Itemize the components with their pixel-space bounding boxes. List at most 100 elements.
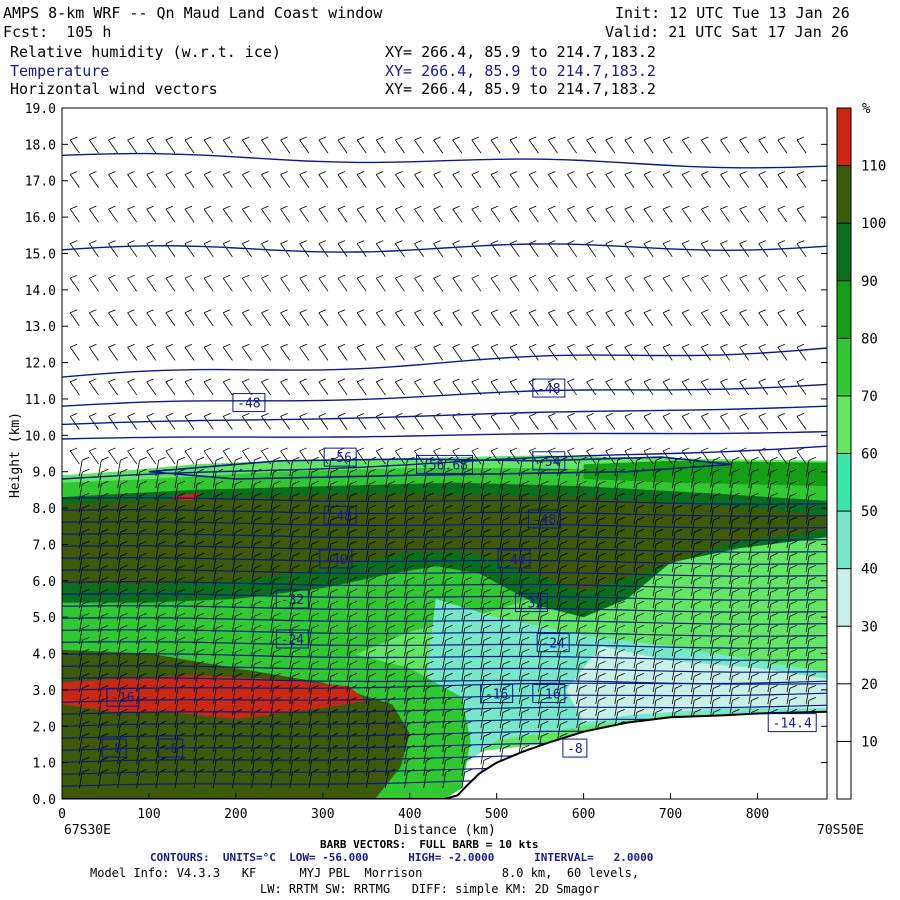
wind-barb [222, 240, 233, 257]
wind-barb [537, 720, 549, 741]
colorbar-unit: % [862, 101, 871, 117]
wind-barb-shaft [251, 640, 255, 657]
wind-barb-feather [464, 552, 472, 557]
wind-barb-feather [464, 756, 472, 761]
wind-barb-shaft [289, 616, 293, 633]
wind-barb-shaft [518, 652, 523, 669]
wind-barb-shaft [346, 760, 351, 777]
wind-barb-feather [770, 648, 778, 653]
wind-barb [337, 378, 348, 396]
wind-barb-shaft [576, 688, 580, 705]
wind-barb-shaft [289, 772, 293, 789]
temp-contour-line [62, 347, 827, 378]
wind-barb-shaft [127, 450, 138, 465]
wind-barb [528, 205, 539, 223]
wind-barb-shaft [222, 450, 233, 465]
wind-barb-feather [215, 636, 224, 641]
wind-barb [165, 205, 176, 223]
wind-barb-shaft [739, 312, 750, 327]
wind-barb-feather [165, 171, 173, 175]
wind-barb-shaft [69, 243, 80, 257]
wind-barb-feather [502, 624, 511, 629]
wind-barb-shaft [117, 700, 121, 717]
wind-barb-shaft [624, 243, 635, 257]
wind-barb-shaft [384, 604, 389, 621]
wind-barb [78, 540, 90, 561]
wind-barb [442, 588, 453, 609]
wind-barb-feather [82, 480, 90, 485]
wind-barb-shaft [509, 381, 520, 396]
wind-barb-feather [215, 480, 224, 485]
wind-barb [633, 528, 644, 549]
wind-barb-feather [318, 413, 326, 417]
wind-barb [231, 480, 243, 501]
wind-barb [69, 205, 80, 223]
wind-barb-feather [101, 528, 109, 533]
wind-barb [690, 600, 702, 621]
wind-barb-shaft [576, 556, 580, 573]
wind-barb-feather [598, 612, 606, 617]
wind-barb-shaft [404, 760, 408, 777]
wind-barb-feather [299, 240, 307, 245]
wind-barb-feather [235, 528, 243, 533]
wind-barb-shaft [662, 347, 673, 361]
wind-barb-shaft [442, 712, 446, 729]
wind-barb-feather [674, 564, 683, 569]
wind-barb-shaft [537, 664, 542, 681]
wind-barb-shaft [327, 676, 332, 693]
wind-barb-feather [521, 732, 530, 737]
wind-barb-feather [426, 552, 434, 557]
wind-barb-shaft [681, 347, 692, 361]
wind-barb-shaft [375, 208, 386, 223]
wind-barb-feather [694, 684, 702, 689]
wind-barb [548, 136, 558, 154]
wind-barb-shaft [127, 347, 138, 361]
wind-barb [433, 378, 444, 396]
wind-barb-shaft [327, 748, 332, 765]
wind-barb-shaft [165, 174, 176, 188]
wind-barb-feather [464, 768, 472, 773]
contour-label: -24 [281, 633, 305, 648]
wind-barb [690, 624, 702, 645]
wind-barb-shaft [98, 472, 102, 489]
wind-barb-shaft [404, 460, 408, 477]
wind-barb-shaft [414, 312, 424, 327]
wind-barb-feather [548, 309, 556, 314]
wind-barb-feather [158, 600, 166, 605]
wind-barb-feather [579, 600, 587, 605]
wind-barb-shaft [576, 604, 580, 621]
wind-barb-feather [89, 240, 97, 245]
wind-barb [710, 684, 721, 705]
wind-barb-shaft [270, 568, 274, 585]
wind-barb-feather [139, 648, 147, 653]
wind-barb-feather [655, 540, 664, 545]
wind-barb-feather [720, 274, 728, 279]
wind-barb-feather [541, 684, 549, 689]
wind-barb-shaft [193, 580, 198, 597]
wind-barb-shaft [595, 652, 599, 669]
wind-barb-shaft [671, 496, 676, 513]
wind-barb [184, 205, 195, 223]
wind-barb-feather [452, 378, 460, 383]
wind-barb [805, 456, 817, 477]
wind-barb [586, 413, 597, 430]
wind-barb-feather [203, 205, 212, 210]
wind-barb-shaft [89, 174, 99, 188]
wind-barb-feather [127, 171, 135, 175]
wind-barb-feather [770, 696, 778, 701]
wind-barb-shaft [89, 243, 99, 257]
wind-barb-shaft [270, 628, 274, 645]
wind-barb [280, 378, 291, 396]
wind-barb-shaft [78, 640, 83, 657]
wind-barb [777, 136, 788, 154]
wind-barb [242, 343, 252, 361]
wind-barb-shaft [652, 556, 657, 573]
wind-barb [289, 600, 300, 621]
wind-barb-shaft [337, 243, 348, 257]
wind-barb-shaft [69, 450, 80, 465]
wind-barb-feather [521, 684, 530, 689]
wind-barb [404, 624, 415, 645]
wind-barb [433, 343, 444, 361]
wind-barb-feather [808, 684, 817, 689]
wind-barb-shaft [231, 484, 236, 501]
